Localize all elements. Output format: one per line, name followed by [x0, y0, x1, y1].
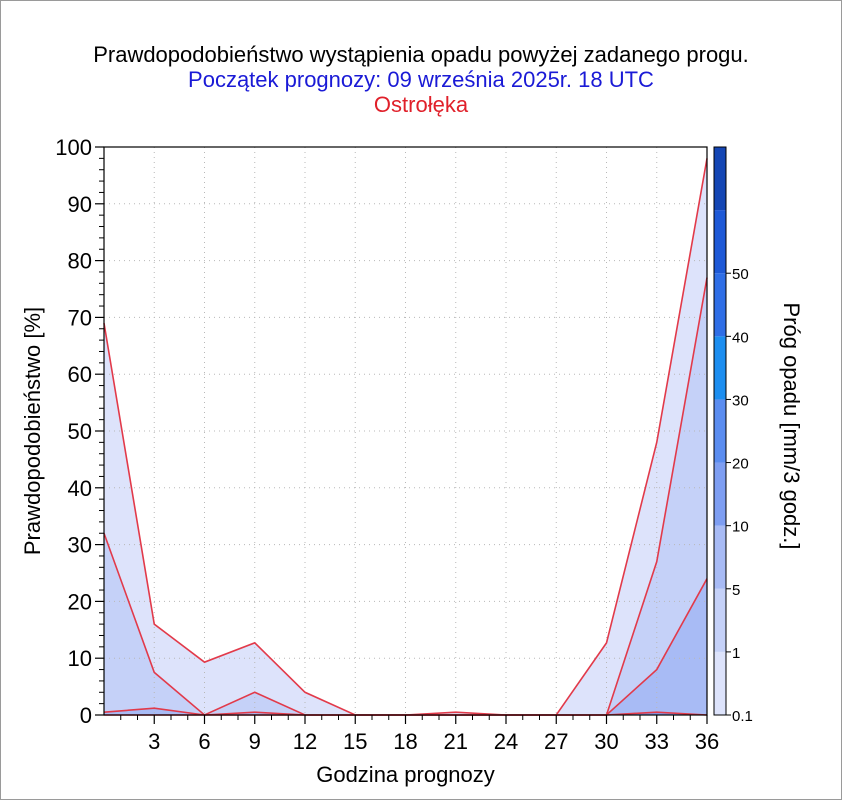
y-tick-label: 10 — [68, 646, 92, 671]
colorbar-band — [714, 588, 726, 652]
x-tick-label: 24 — [494, 729, 518, 754]
y-tick-label: 80 — [68, 249, 92, 274]
x-tick-label: 30 — [594, 729, 618, 754]
colorbar-band — [714, 210, 726, 274]
colorbar-tick-label: 50 — [732, 266, 749, 283]
x-tick-label: 18 — [393, 729, 417, 754]
y-tick-label: 70 — [68, 305, 92, 330]
colorbar-tick-label: 10 — [732, 519, 749, 536]
chart-subtitle-location: Ostrołęka — [373, 92, 469, 117]
y-tick-label: 90 — [68, 192, 92, 217]
colorbar-tick-label: 20 — [732, 456, 749, 473]
colorbar: 0.1 1 5 10 20 30 40 50 — [713, 146, 753, 725]
colorbar-tick-label: 1 — [732, 645, 740, 662]
probability-areas — [104, 147, 707, 716]
y-axis-label: Prawdopodobieństwo [%] — [20, 307, 45, 555]
colorbar-band — [714, 462, 726, 526]
y-tick-label: 50 — [68, 419, 92, 444]
x-tick-label: 33 — [645, 729, 669, 754]
y-tick-label: 100 — [55, 135, 92, 160]
x-tick-label: 21 — [444, 729, 468, 754]
y-tick-label: 30 — [68, 533, 92, 558]
area-threshold-5 — [104, 578, 707, 715]
colorbar-band — [714, 399, 726, 463]
colorbar-tick-label: 30 — [732, 392, 749, 409]
chart-subtitle-forecast-start: Początek prognozy: 09 września 2025r. 18… — [188, 67, 654, 92]
colorbar-band — [714, 336, 726, 400]
x-axis-label: Godzina prognozy — [316, 762, 495, 787]
colorbar-tick-label: 0.1 — [732, 708, 753, 725]
colorbar-band — [714, 147, 726, 211]
x-tick-label: 12 — [293, 729, 317, 754]
x-tick-label: 36 — [695, 729, 719, 754]
colorbar-band — [714, 525, 726, 589]
area-threshold-1 — [104, 277, 707, 715]
x-tick-label: 9 — [249, 729, 261, 754]
y-tick-label: 40 — [68, 476, 92, 501]
x-tick-label: 15 — [343, 729, 367, 754]
y-tick-label: 20 — [68, 589, 92, 614]
y-tick-label: 60 — [68, 362, 92, 387]
grid-lines — [104, 147, 707, 715]
colorbar-frame — [713, 146, 727, 716]
x-tick-label: 27 — [544, 729, 568, 754]
colorbar-tick-label: 40 — [732, 329, 749, 346]
colorbar-tick-label: 5 — [732, 582, 740, 599]
colorbar-band — [714, 651, 726, 715]
colorbar-label: Próg opadu [mm/3 godz.] — [779, 302, 804, 549]
colorbar-band — [714, 273, 726, 337]
x-tick-label: 6 — [198, 729, 210, 754]
x-tick-label: 3 — [148, 729, 160, 754]
chart-title: Prawdopodobieństwo wystąpienia opadu pow… — [93, 42, 749, 67]
y-tick-label: 0 — [80, 703, 92, 728]
